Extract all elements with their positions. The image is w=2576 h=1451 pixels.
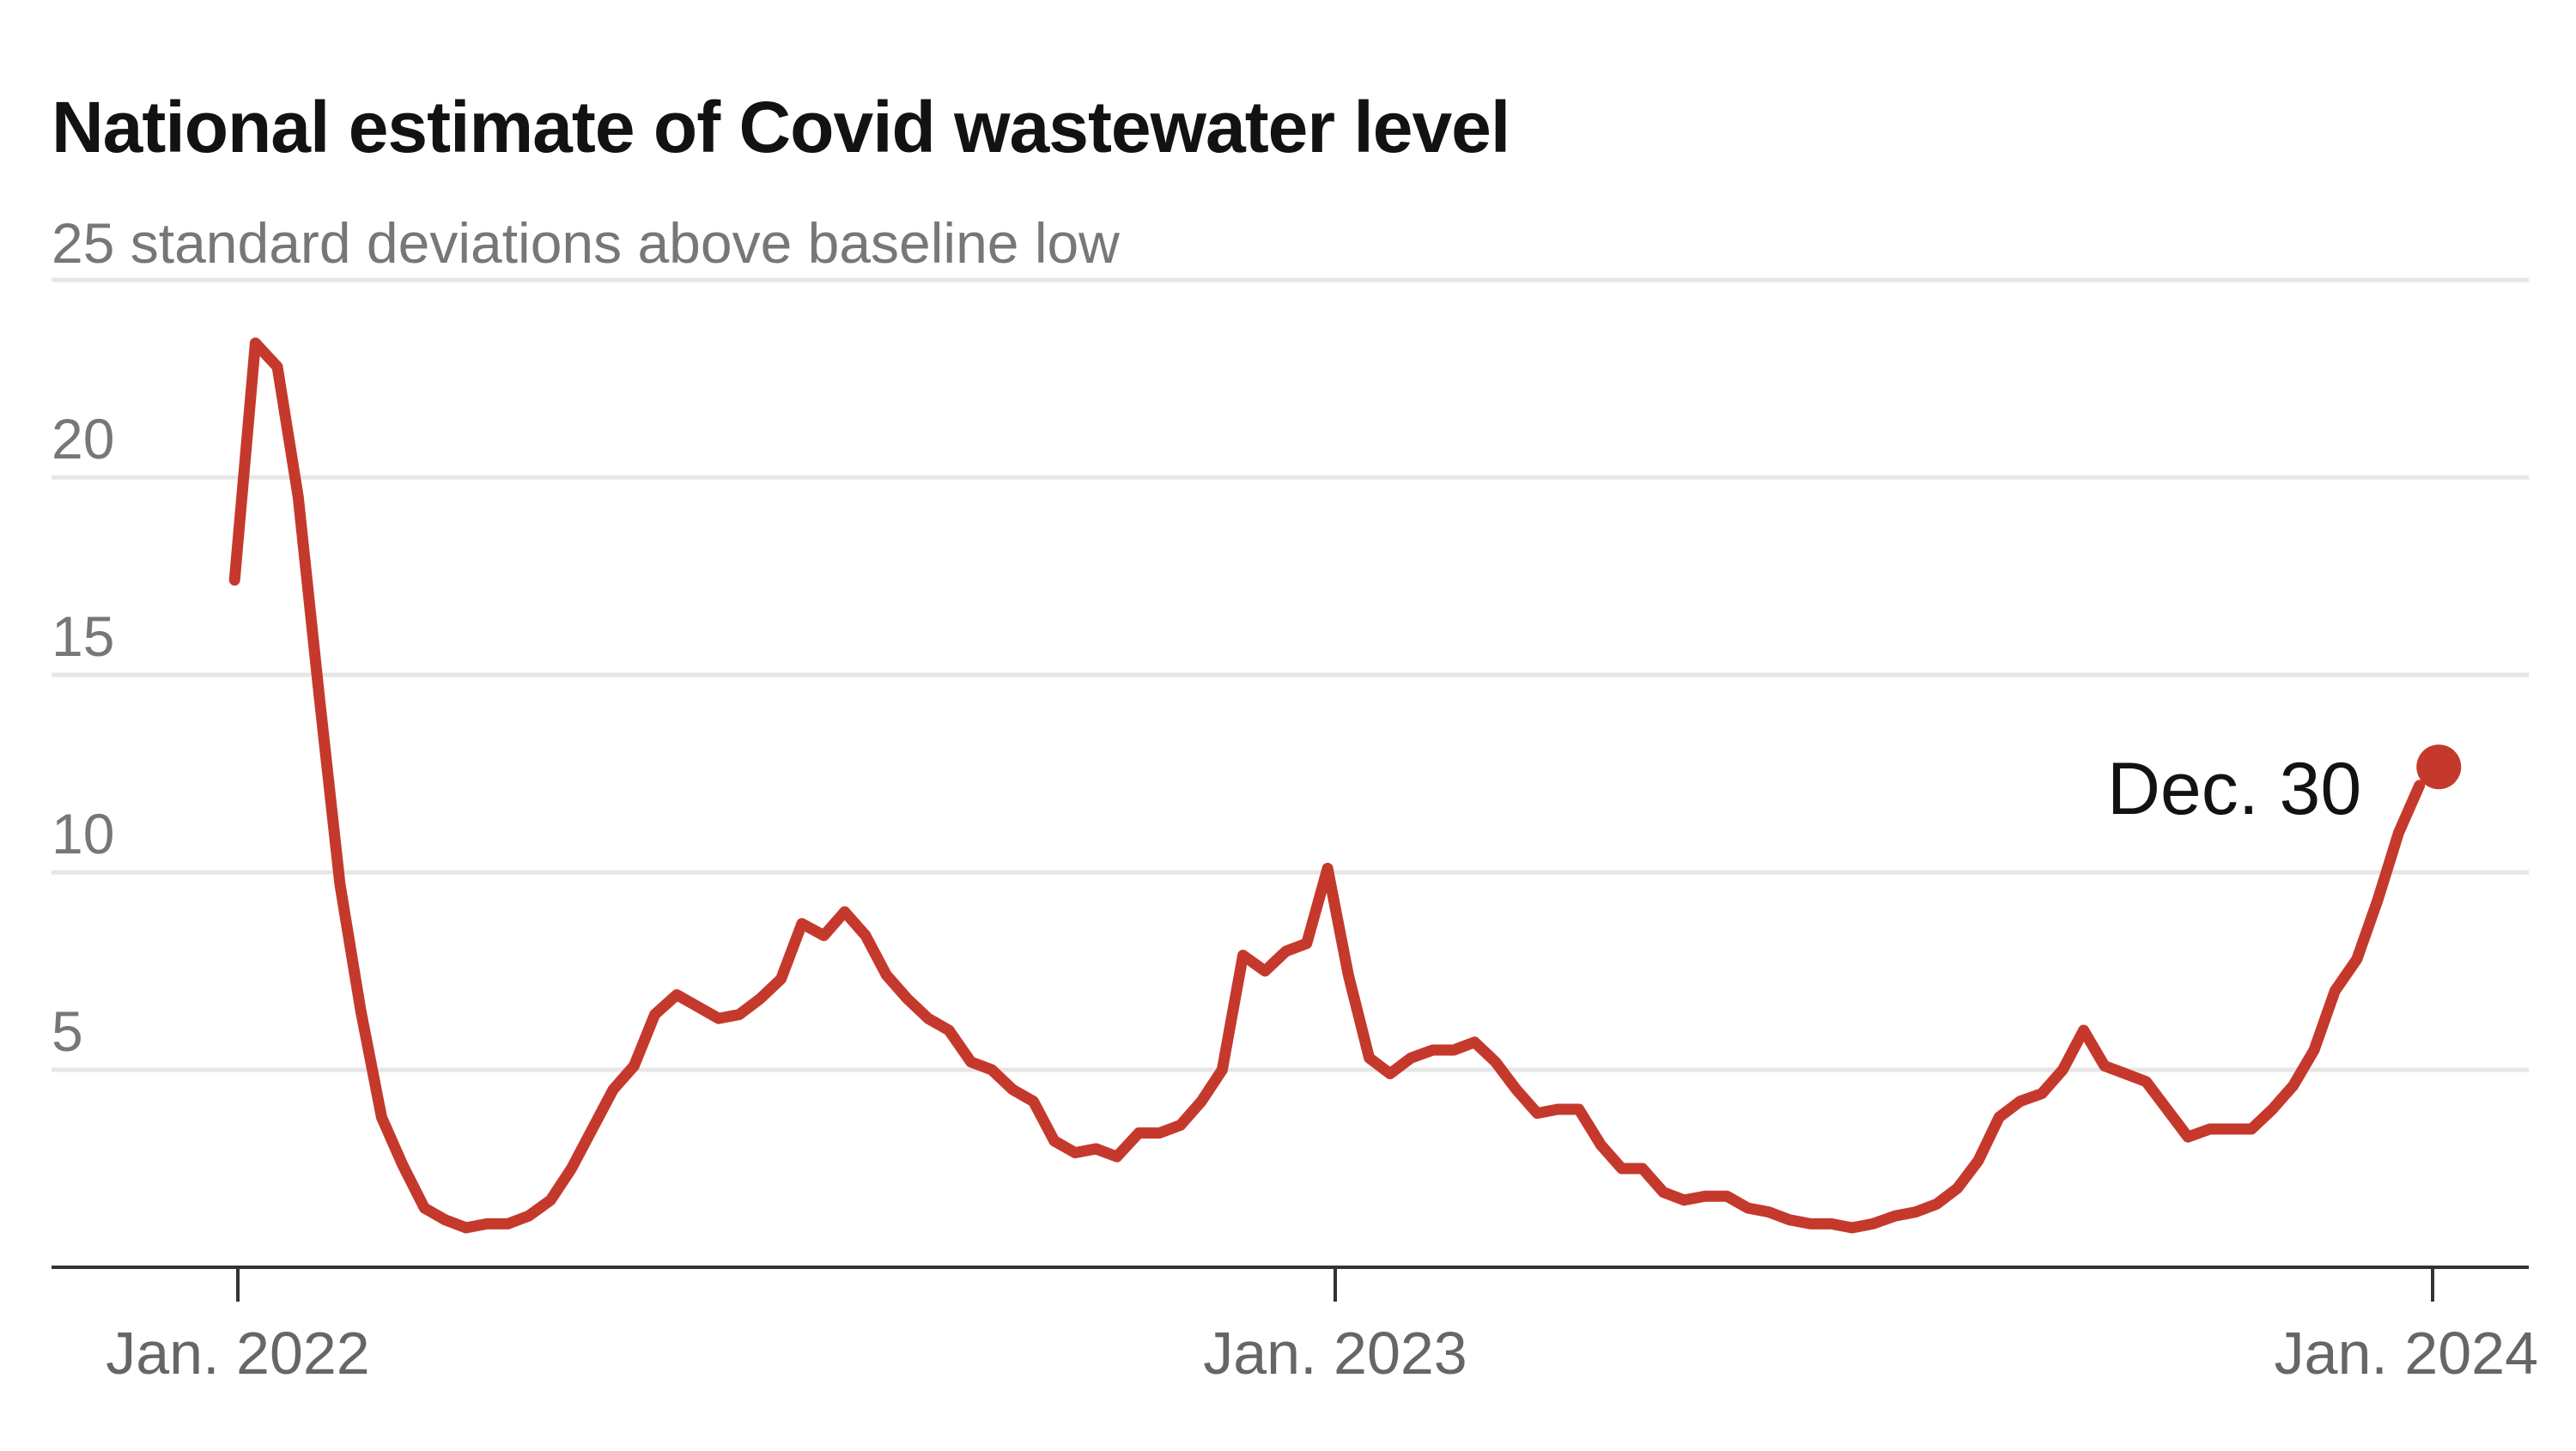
chart-title: National estimate of Covid wastewater le… xyxy=(52,87,1510,167)
annotation-label: Dec. 30 xyxy=(2107,748,2361,830)
endpoint-marker xyxy=(2416,744,2462,790)
annotation-group: Dec. 30 xyxy=(2107,744,2462,830)
series-group xyxy=(228,337,2426,1234)
series-line-0 xyxy=(228,337,2426,1234)
y-tick-labels: 5 10 15 20 xyxy=(52,407,114,1063)
x-tick-label-2: Jan. 2024 xyxy=(2275,1320,2538,1387)
y-tick-label-5: 5 xyxy=(52,999,83,1063)
x-tick-label-0: Jan. 2022 xyxy=(106,1320,369,1387)
y-tick-label-10: 10 xyxy=(52,802,114,865)
x-ticks: Jan. 2022 Jan. 2023 Jan. 2024 xyxy=(106,1267,2538,1387)
y-tick-label-20: 20 xyxy=(52,407,114,471)
y-tick-label-15: 15 xyxy=(52,604,114,668)
y-axis-label: 25 standard deviations above baseline lo… xyxy=(52,211,1120,275)
x-tick-label-1: Jan. 2023 xyxy=(1203,1320,1467,1387)
